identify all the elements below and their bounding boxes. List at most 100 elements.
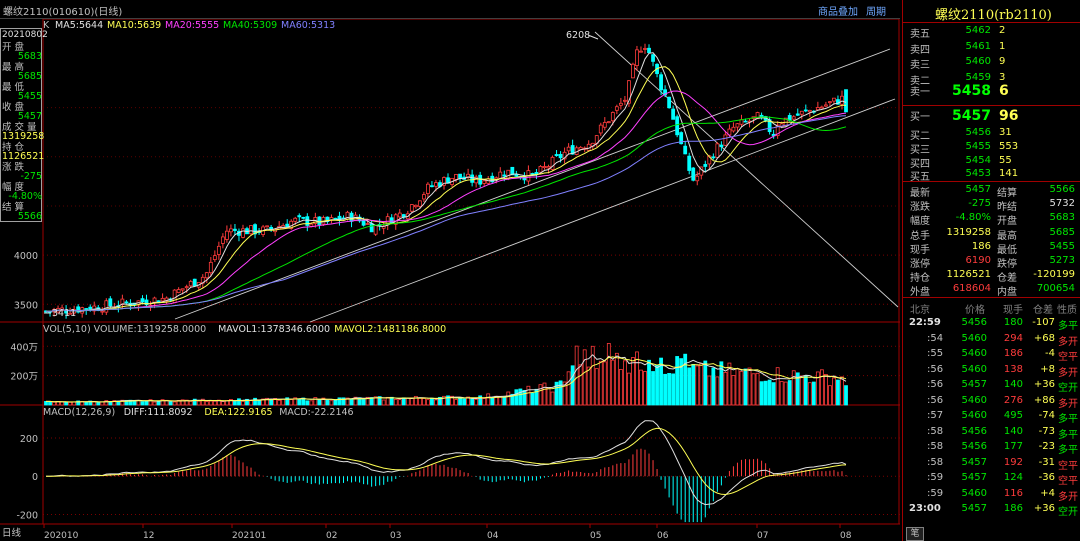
candle-body [124,301,129,304]
bid-level[interactable]: 买二 5456 31 [903,127,1080,142]
tick-row[interactable]: :57 5460 495 -74 多平 [903,410,1080,425]
tick-oi-change: -36 [1038,472,1055,483]
period-button[interactable]: 周期 [866,7,886,18]
stat-label: 持仓 [910,273,930,285]
tick-row[interactable]: :56 5460 138 +8 多开 [903,364,1080,379]
volume-bar [570,365,575,406]
volume-bar [152,401,157,406]
candle-body [192,278,197,287]
volume-bar [333,399,338,406]
macd-tick-label: -200 [16,510,38,521]
volume-bar [454,399,458,406]
bid-level[interactable]: 买三 5455 553 [903,141,1080,156]
stat-label: 最新 [910,188,930,199]
tick-row[interactable]: :56 5460 276 +86 多开 [903,395,1080,410]
macd-dea-line [46,427,847,496]
ask-level[interactable]: 卖四 5461 1 [903,40,1080,56]
volume-bar [735,368,740,406]
volume-bar [586,366,591,406]
tick-row[interactable]: 23:00 5457 186 +36 空开 [903,503,1080,518]
volume-bar [723,371,728,406]
volume-bar [514,389,519,406]
ticks-header-cell: 仓差 [1033,305,1053,316]
tick-nature: 多平 [1058,321,1078,332]
candle-body [176,289,181,293]
info-label: 持仓 [2,142,28,153]
tick-time: :58 [927,456,944,468]
tick-price: 5460 [961,363,987,375]
chart-title-bar: 螺纹2110(010610)(日线) 商品叠加 周期 [0,0,900,19]
bid-level[interactable]: 买五 5453 141 [903,168,1080,183]
tick-row[interactable]: :58 5456 177 -23 多平 [903,441,1080,456]
level-volume: 2 [999,25,1006,36]
stat-label: 结算 [997,188,1017,199]
kline-chart[interactable]: 4000 3500 400万 200万 200 0 -200 6208 3411 K MA5:56… [0,19,900,541]
volume-bar [273,398,278,406]
price-tick-label: 3500 [14,300,38,311]
tick-row[interactable]: :59 5457 124 -36 空平 [903,472,1080,487]
bid-level[interactable]: 买四 5454 55 [903,155,1080,170]
stat-label: 外盘 [910,287,930,299]
volume-bar [803,375,808,406]
tick-row[interactable]: :56 5457 140 +36 空开 [903,379,1080,394]
bid-level[interactable]: 买一 5457 96 [903,108,1080,128]
candle-body [546,166,551,169]
volume-bar [490,397,495,406]
stat-label: 跌停 [997,259,1017,270]
volume-bar [329,400,334,406]
volume-bar [719,361,724,406]
volume-bar [148,399,153,406]
volume-bar [413,395,418,406]
volume-bar [763,380,768,406]
tab-ticks[interactable]: 笔 [906,527,924,541]
ask-level[interactable]: 卖二 5459 3 [903,72,1080,87]
volume-bar [229,399,233,406]
candle-body [775,124,780,137]
candle-body [647,47,651,54]
volume-bar [699,363,704,406]
candle-body [703,164,708,167]
stat-row: 持仓 1126521 仓差 -120199 [903,269,1080,284]
candle-body [639,50,643,53]
candle-body [832,97,836,102]
tick-row[interactable]: 22:59 5456 180 -107 多平 [903,317,1080,332]
tick-volume: 186 [1003,348,1023,359]
candle-body [160,297,165,302]
overlay-button[interactable]: 商品叠加 [818,7,858,18]
low-price-label: 3411 [52,308,76,319]
tick-row[interactable]: :59 5460 116 +4 多开 [903,488,1080,503]
candle-info-box: 20210802 开盘 5683 最高 5685 最低 5455 收盘 5457 成交量 1319… [0,28,48,222]
volume-bar [466,396,471,406]
candle-body [466,173,471,178]
candle-body [803,109,808,112]
tick-row[interactable]: :58 5457 192 -31 空平 [903,457,1080,472]
tick-row[interactable]: :54 5460 294 +68 多开 [903,333,1080,348]
candle-body [474,176,479,184]
volume-bar [747,367,752,406]
tick-price: 5456 [961,441,987,452]
volume-bar [771,382,776,406]
volume-bar [478,395,483,406]
ask-level[interactable]: 卖一 5458 6 [903,83,1080,103]
candle-body [542,166,547,169]
candle-body [627,80,631,104]
macd-legend-item: MACD:-22.2146 [279,407,353,418]
volume-tick-label: 400万 [10,342,38,353]
tick-row[interactable]: :55 5460 186 -4 空平 [903,348,1080,363]
ask-level[interactable]: 卖三 5460 9 [903,56,1080,71]
tick-row[interactable]: :58 5456 140 -73 多平 [903,426,1080,441]
high-price-label: 6208 [566,30,590,41]
candle-body [301,216,306,219]
volume-bar [791,370,796,406]
stat-row: 涨停 6190 跌停 5273 [903,255,1080,270]
volume-bar [707,375,712,406]
candle-body [558,153,563,159]
volume-bar [807,382,812,406]
candle-body [442,177,446,186]
info-value: 5683 [17,51,42,62]
volume-bar [325,400,330,406]
volume-bar [691,363,696,406]
level-price: 5461 [965,40,991,52]
volume-bar [610,359,615,406]
ask-level[interactable]: 卖五 5462 2 [903,25,1080,40]
